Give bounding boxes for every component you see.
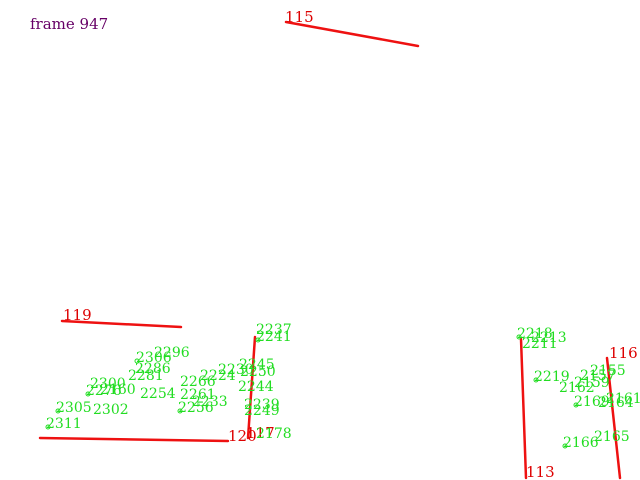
segment-label: 119: [63, 306, 92, 324]
point-label: 2305: [56, 400, 92, 416]
point-label: 2311: [46, 416, 82, 432]
point-label: 2302: [93, 402, 129, 418]
point-label: 2266: [180, 374, 216, 390]
point-markers: [45, 334, 579, 449]
point-label: 2155: [590, 363, 626, 379]
point-marker: [516, 334, 522, 340]
point-marker: [255, 337, 261, 343]
point-label: 2160: [100, 382, 136, 398]
point-marker: [45, 424, 51, 430]
segment-117: 117: [246, 335, 275, 442]
segment-label: 113: [526, 463, 555, 480]
point-label: 2165: [594, 429, 630, 445]
point-label: 2245: [239, 357, 275, 373]
point-label: 2241: [256, 329, 292, 345]
segment-115: 115: [284, 8, 420, 48]
point-label: 2157: [580, 368, 616, 384]
point-label: 2249: [244, 403, 280, 419]
point-label: 2178: [256, 426, 292, 442]
point-label: 2286: [135, 361, 171, 377]
point-label: 2169: [574, 394, 610, 410]
point-label: 2211: [522, 336, 558, 352]
segment-119: 119: [60, 306, 183, 329]
point-marker: [562, 443, 568, 449]
point-marker: [134, 358, 140, 364]
segment-label: 115: [285, 8, 314, 26]
point-marker: [55, 408, 61, 414]
point-label: 2219: [534, 369, 570, 385]
point-label: 2159: [574, 375, 610, 391]
segment-label: 117: [246, 424, 275, 442]
point-label: 2224: [200, 368, 236, 384]
point-label: 2233: [192, 394, 228, 410]
segment-line: [246, 335, 257, 440]
point-label: 2256: [178, 400, 214, 416]
point-label: 2164: [598, 395, 634, 411]
point-label: 2254: [140, 386, 176, 402]
segment-line: [519, 337, 528, 480]
point-label: 2162: [559, 380, 595, 396]
point-marker: [177, 408, 183, 414]
point-label: 2161: [606, 391, 640, 407]
segment-line: [38, 436, 230, 443]
segment-116: 116: [605, 344, 638, 480]
segment-line: [60, 319, 183, 329]
point-label: 2281: [128, 368, 164, 384]
point-label: 2300: [90, 376, 126, 392]
point-label: 2237: [256, 322, 292, 338]
point-label: 2239: [244, 397, 280, 413]
segment-line: [284, 20, 420, 48]
segment-113: 113: [519, 337, 555, 480]
point-label: 2218: [517, 326, 553, 342]
frame-title: frame 947: [30, 15, 109, 33]
point-label: 2296: [154, 345, 190, 361]
point-label: 2261: [180, 387, 216, 403]
point-label: 2213: [531, 330, 567, 346]
point-marker: [573, 402, 579, 408]
segment-line: [605, 356, 622, 480]
point-label: 2244: [238, 379, 274, 395]
point-marker: [85, 391, 91, 397]
point-marker: [533, 377, 539, 383]
point-label: 2250: [240, 364, 276, 380]
point-label: 2306: [136, 350, 172, 366]
point-labels: 2237 2241 2245 2250 2244 2239 2249 2230 …: [46, 322, 640, 451]
point-label: 2230: [218, 362, 254, 378]
point-label: 2276: [86, 383, 122, 399]
segment-label: 116: [609, 344, 638, 362]
point-label: 2166: [563, 435, 599, 451]
